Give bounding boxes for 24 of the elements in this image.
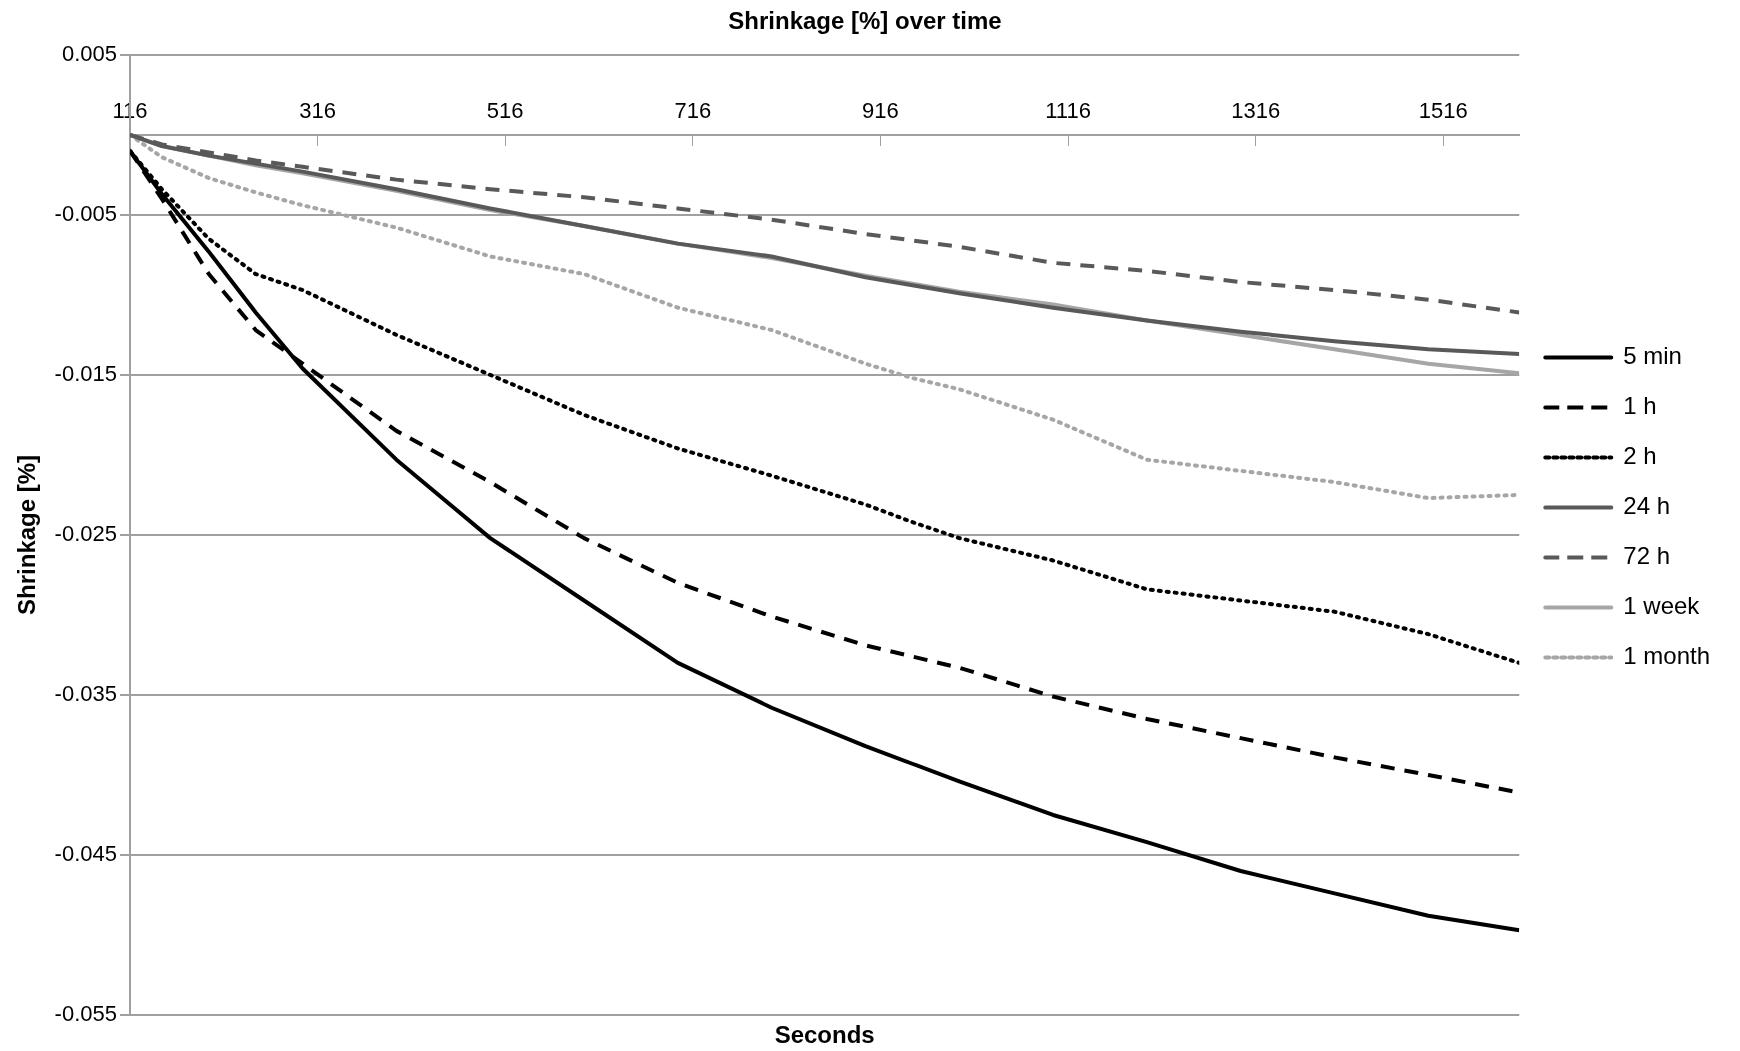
x-tick-label: 316 bbox=[299, 98, 336, 124]
legend-label: 24 h bbox=[1623, 492, 1670, 520]
y-tick-label: -0.035 bbox=[54, 681, 117, 706]
y-axis-title: Shrinkage [%] bbox=[13, 454, 41, 615]
x-tick-label: 916 bbox=[862, 98, 899, 124]
y-tick-label: -0.055 bbox=[54, 1001, 117, 1027]
y-tick-label: -0.015 bbox=[54, 360, 117, 386]
x-tick-label: 516 bbox=[486, 98, 524, 124]
legend-label: 5 min bbox=[1623, 342, 1682, 370]
y-tick-label: -0.005 bbox=[54, 200, 117, 226]
y-tick-label: -0.025 bbox=[54, 520, 117, 546]
x-tick-label: 1516 bbox=[1418, 98, 1468, 124]
y-tick-label: 0.005 bbox=[61, 40, 117, 66]
x-tick-label: 1316 bbox=[1231, 98, 1281, 124]
y-tick-label: -0.045 bbox=[54, 841, 117, 867]
chart-title: Shrinkage [%] over time bbox=[728, 7, 1002, 35]
legend-label: 2 h bbox=[1623, 442, 1657, 470]
x-axis-title: Seconds bbox=[773, 1021, 876, 1049]
legend-label: 72 h bbox=[1623, 542, 1670, 570]
x-tick-label: 716 bbox=[674, 98, 712, 124]
legend-label: 1 month bbox=[1623, 642, 1710, 670]
legend-label: 1 week bbox=[1623, 592, 1701, 620]
legend-label: 1 h bbox=[1623, 392, 1657, 420]
x-tick-label: 1116 bbox=[1045, 98, 1091, 124]
